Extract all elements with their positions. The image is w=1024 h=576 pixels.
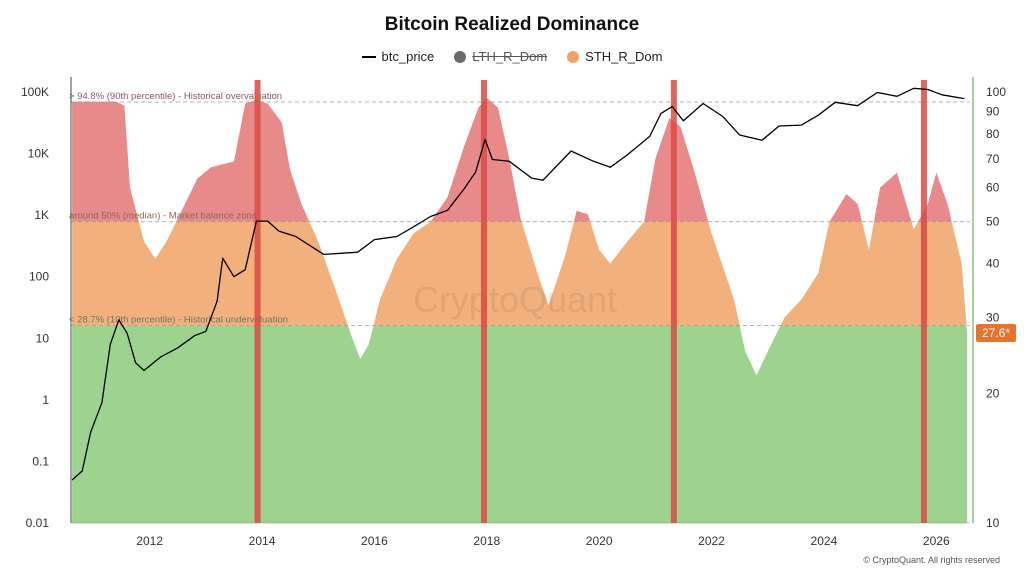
sth-r-dom-area (72, 97, 968, 523)
x-tick-label: 2018 (473, 534, 500, 548)
threshold-lines: > 94.8% (90th percentile) - Historical o… (69, 91, 970, 327)
copyright-notice: © CryptoQuant. All rights reserved (863, 555, 1000, 565)
y-right-tick-label: 40 (986, 257, 1000, 271)
x-tick-label: 2020 (586, 534, 613, 548)
y-left-tick-label: 1 (42, 393, 49, 407)
y-right-tick-label: 100 (986, 85, 1006, 99)
legend: btc_price LTH_R_Dom STH_R_Dom (0, 49, 1024, 64)
threshold-label: around 50% (median) - Market balance zon… (69, 211, 257, 222)
y-right-tick-label: 10 (986, 516, 1000, 530)
cycle-marker-bar (254, 80, 261, 523)
chart-title: Bitcoin Realized Dominance (384, 14, 640, 35)
legend-line-swatch (361, 55, 376, 58)
x-tick-label: 2012 (136, 534, 163, 548)
y-right-tick-label: 70 (986, 152, 1000, 166)
x-tick-label: 2022 (698, 534, 725, 548)
y-right-tick-label: 80 (986, 127, 1000, 141)
legend-label-sth-r-dom: STH_R_Dom (585, 49, 663, 64)
y-right-tick-label: 30 (986, 310, 1000, 324)
x-tick-label: 2024 (811, 534, 838, 548)
y-left-tick-label: 0.1 (32, 454, 49, 468)
watermark: CryptoQuant (413, 279, 617, 320)
y-right-tick-label: 90 (986, 105, 1000, 119)
y-left-tick-label: 100 (29, 270, 49, 284)
sth-area-balance-zone (72, 221, 967, 326)
y-left-tick-label: 100K (21, 85, 49, 99)
cycle-marker-bar (920, 80, 927, 523)
btc-price-line (71, 87, 965, 481)
threshold-label: > 94.8% (90th percentile) - Historical o… (69, 91, 282, 102)
cycle-markers (254, 80, 927, 523)
legend-dot-swatch (567, 50, 580, 63)
y-right-tick-label: 20 (986, 386, 1000, 400)
cycle-marker-bar (670, 80, 677, 523)
legend-dot-swatch (454, 50, 467, 63)
btc-price-series (71, 87, 965, 481)
y-right-tick-label: 60 (986, 181, 1000, 195)
threshold-label: < 28.7% (10th percentile) - Historical u… (69, 315, 288, 326)
current-value-badge: 27.6* (976, 323, 1016, 342)
sth-area-overvalued-zone (72, 97, 952, 222)
sth-area-undervalued-zone (72, 325, 968, 523)
x-tick-label: 2026 (923, 534, 950, 548)
y-left-tick-label: 10K (28, 147, 49, 161)
legend-label-btc-price: btc_price (381, 49, 435, 64)
current-value-badge-bg (976, 323, 1016, 342)
legend-item-lth-r-dom[interactable]: LTH_R_Dom (454, 49, 547, 64)
y-right-tick-label: 50 (986, 215, 1000, 229)
x-tick-label: 2016 (361, 534, 388, 548)
y-left-tick-label: 1K (34, 208, 49, 222)
axes: 2012 2014 2016 2018 2020 2022 2024 2026 100K 10K 1… (21, 77, 1006, 548)
legend-item-sth-r-dom[interactable]: STH_R_Dom (567, 49, 662, 64)
y-left-tick-label: 0.01 (26, 516, 50, 530)
y-left-tick-label: 10 (36, 331, 50, 345)
legend-label-lth-r-dom: LTH_R_Dom (472, 49, 548, 64)
x-tick-label: 2014 (249, 534, 276, 548)
current-value-badge-text: 27.6* (982, 326, 1010, 340)
legend-item-btc-price[interactable]: btc_price (361, 49, 435, 64)
cycle-marker-bar (480, 80, 487, 523)
